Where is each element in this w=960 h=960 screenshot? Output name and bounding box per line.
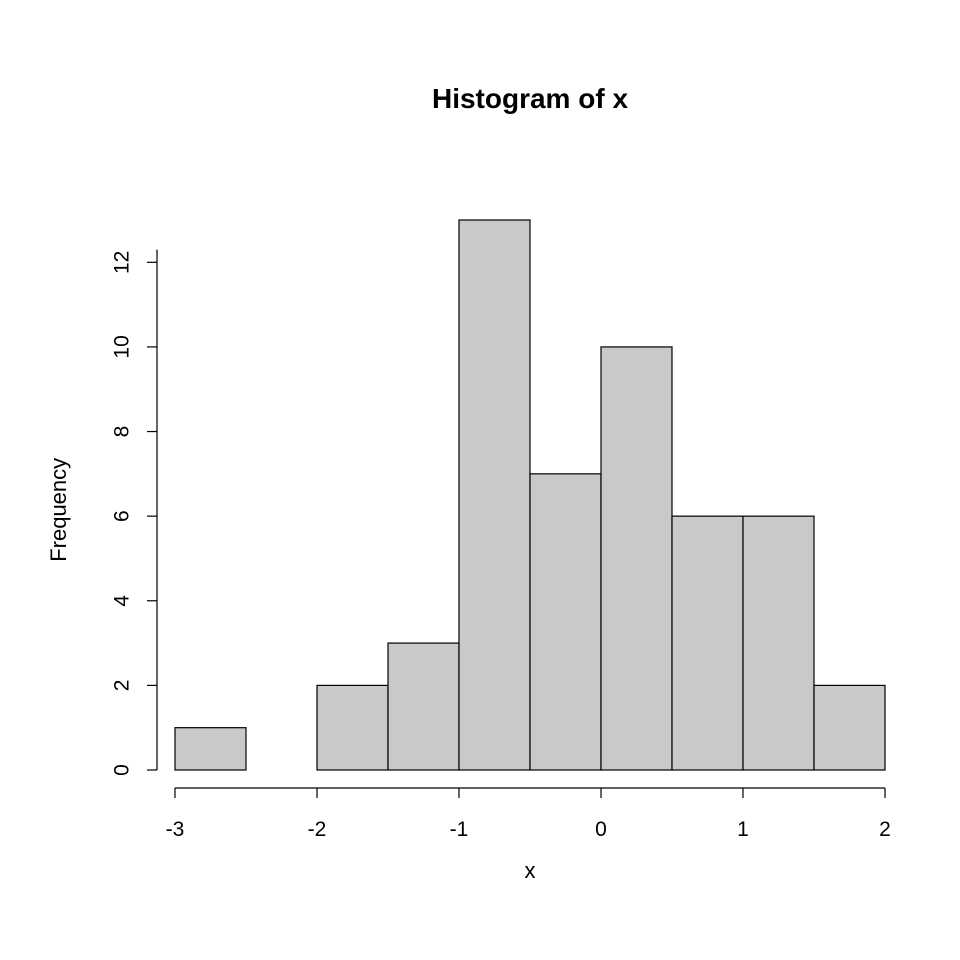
histogram-bar bbox=[388, 643, 459, 770]
y-tick-label: 6 bbox=[111, 510, 134, 522]
x-tick-label: -3 bbox=[166, 818, 185, 841]
histogram-bar bbox=[459, 220, 530, 770]
histogram-bar bbox=[317, 685, 388, 770]
y-axis-label: Frequency bbox=[46, 458, 71, 562]
x-tick-label: 2 bbox=[879, 818, 891, 841]
y-tick-label: 0 bbox=[111, 764, 134, 776]
histogram-bar bbox=[814, 685, 885, 770]
x-tick-label: -2 bbox=[308, 818, 327, 841]
y-tick-label: 12 bbox=[111, 251, 134, 274]
y-tick-label: 8 bbox=[111, 426, 134, 438]
histogram-bar bbox=[530, 474, 601, 770]
y-tick-label: 2 bbox=[111, 680, 134, 692]
y-tick-label: 4 bbox=[111, 595, 134, 607]
histogram-bar bbox=[601, 347, 672, 770]
histogram-bar bbox=[175, 728, 246, 770]
histogram-chart: Histogram of x-3-2-1012x024681012Frequen… bbox=[0, 0, 960, 960]
y-tick-label: 10 bbox=[111, 335, 134, 358]
x-tick-label: 0 bbox=[595, 818, 607, 841]
histogram-bar bbox=[672, 516, 743, 770]
chart-title: Histogram of x bbox=[432, 83, 628, 114]
x-tick-label: -1 bbox=[450, 818, 469, 841]
x-tick-label: 1 bbox=[737, 818, 749, 841]
x-axis-label: x bbox=[525, 858, 536, 883]
histogram-bar bbox=[743, 516, 814, 770]
